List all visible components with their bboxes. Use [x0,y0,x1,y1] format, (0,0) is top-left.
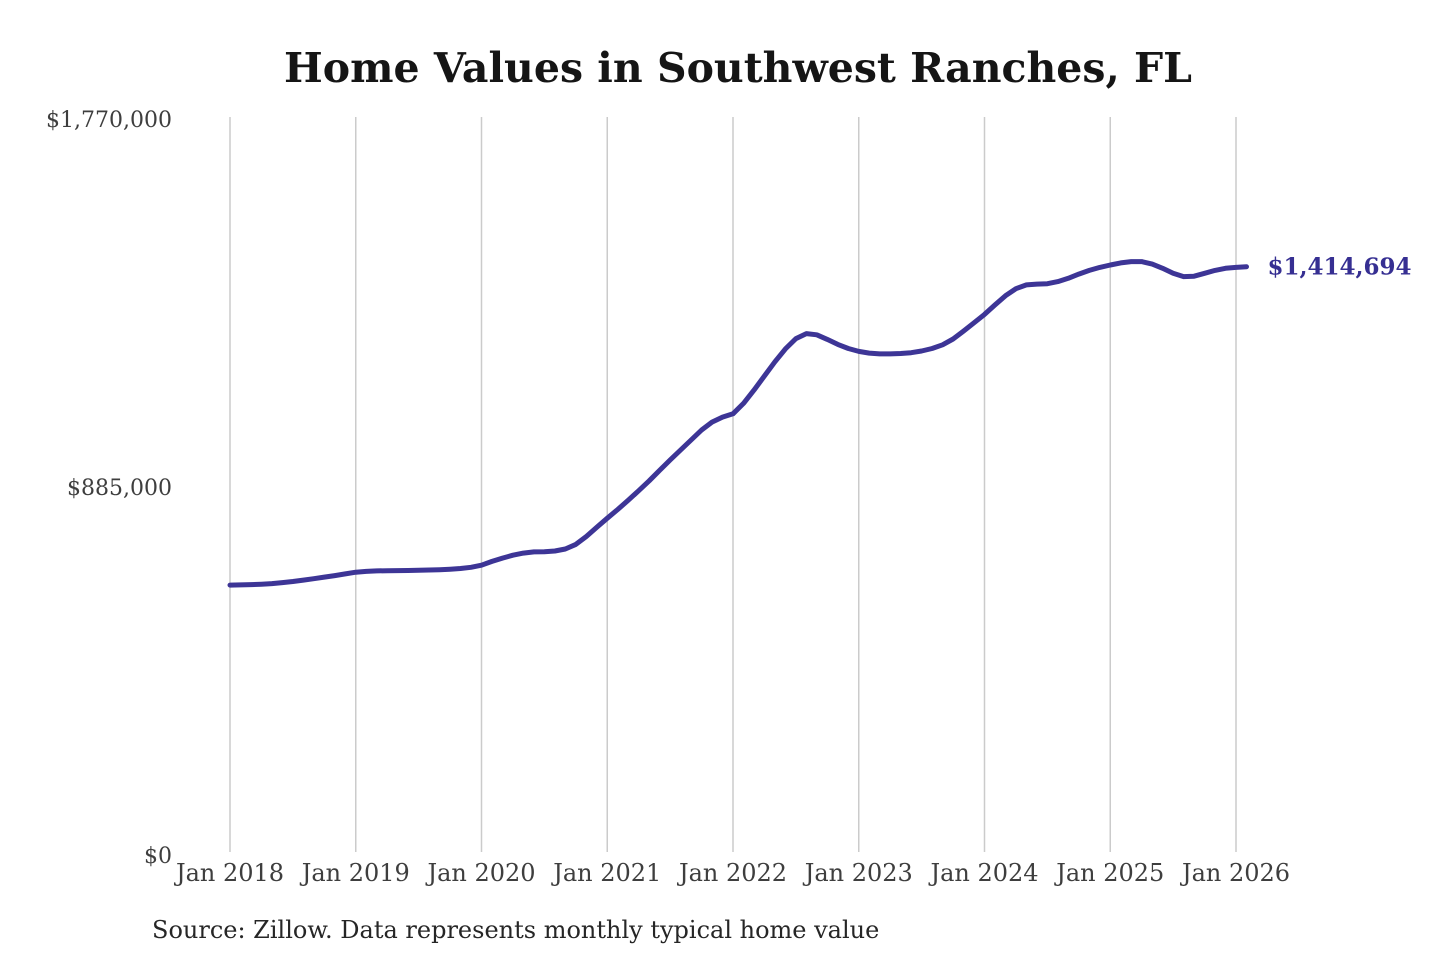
x-tick-label: Jan 2021 [550,859,661,887]
y-axis-tick-labels: $0 $885,000 $1,770,000 [46,108,172,869]
x-tick-label: Jan 2025 [1053,859,1164,887]
x-tick-label: Jan 2019 [299,859,410,887]
year-gridlines [229,117,1237,852]
final-value-label: $1,414,694 [1268,254,1412,281]
x-tick-label: Jan 2022 [676,859,787,887]
x-tick-label: Jan 2026 [1179,859,1290,887]
x-axis-tick-labels: Jan 2018 Jan 2019 Jan 2020 Jan 2021 Jan 2022… [173,859,1290,887]
chart-title: Home Values in Southwest Ranches, FL [284,44,1192,92]
y-tick-label: $885,000 [67,476,172,501]
home-value-line-series [227,259,1249,588]
y-tick-label: $1,770,000 [46,108,172,133]
y-tick-label: $0 [144,844,172,869]
x-tick-label: Jan 2018 [173,859,284,887]
x-tick-label: Jan 2024 [927,859,1038,887]
x-tick-label: Jan 2023 [802,859,913,887]
source-note: Source: Zillow. Data represents monthly … [152,916,879,944]
x-tick-label: Jan 2020 [424,859,535,887]
